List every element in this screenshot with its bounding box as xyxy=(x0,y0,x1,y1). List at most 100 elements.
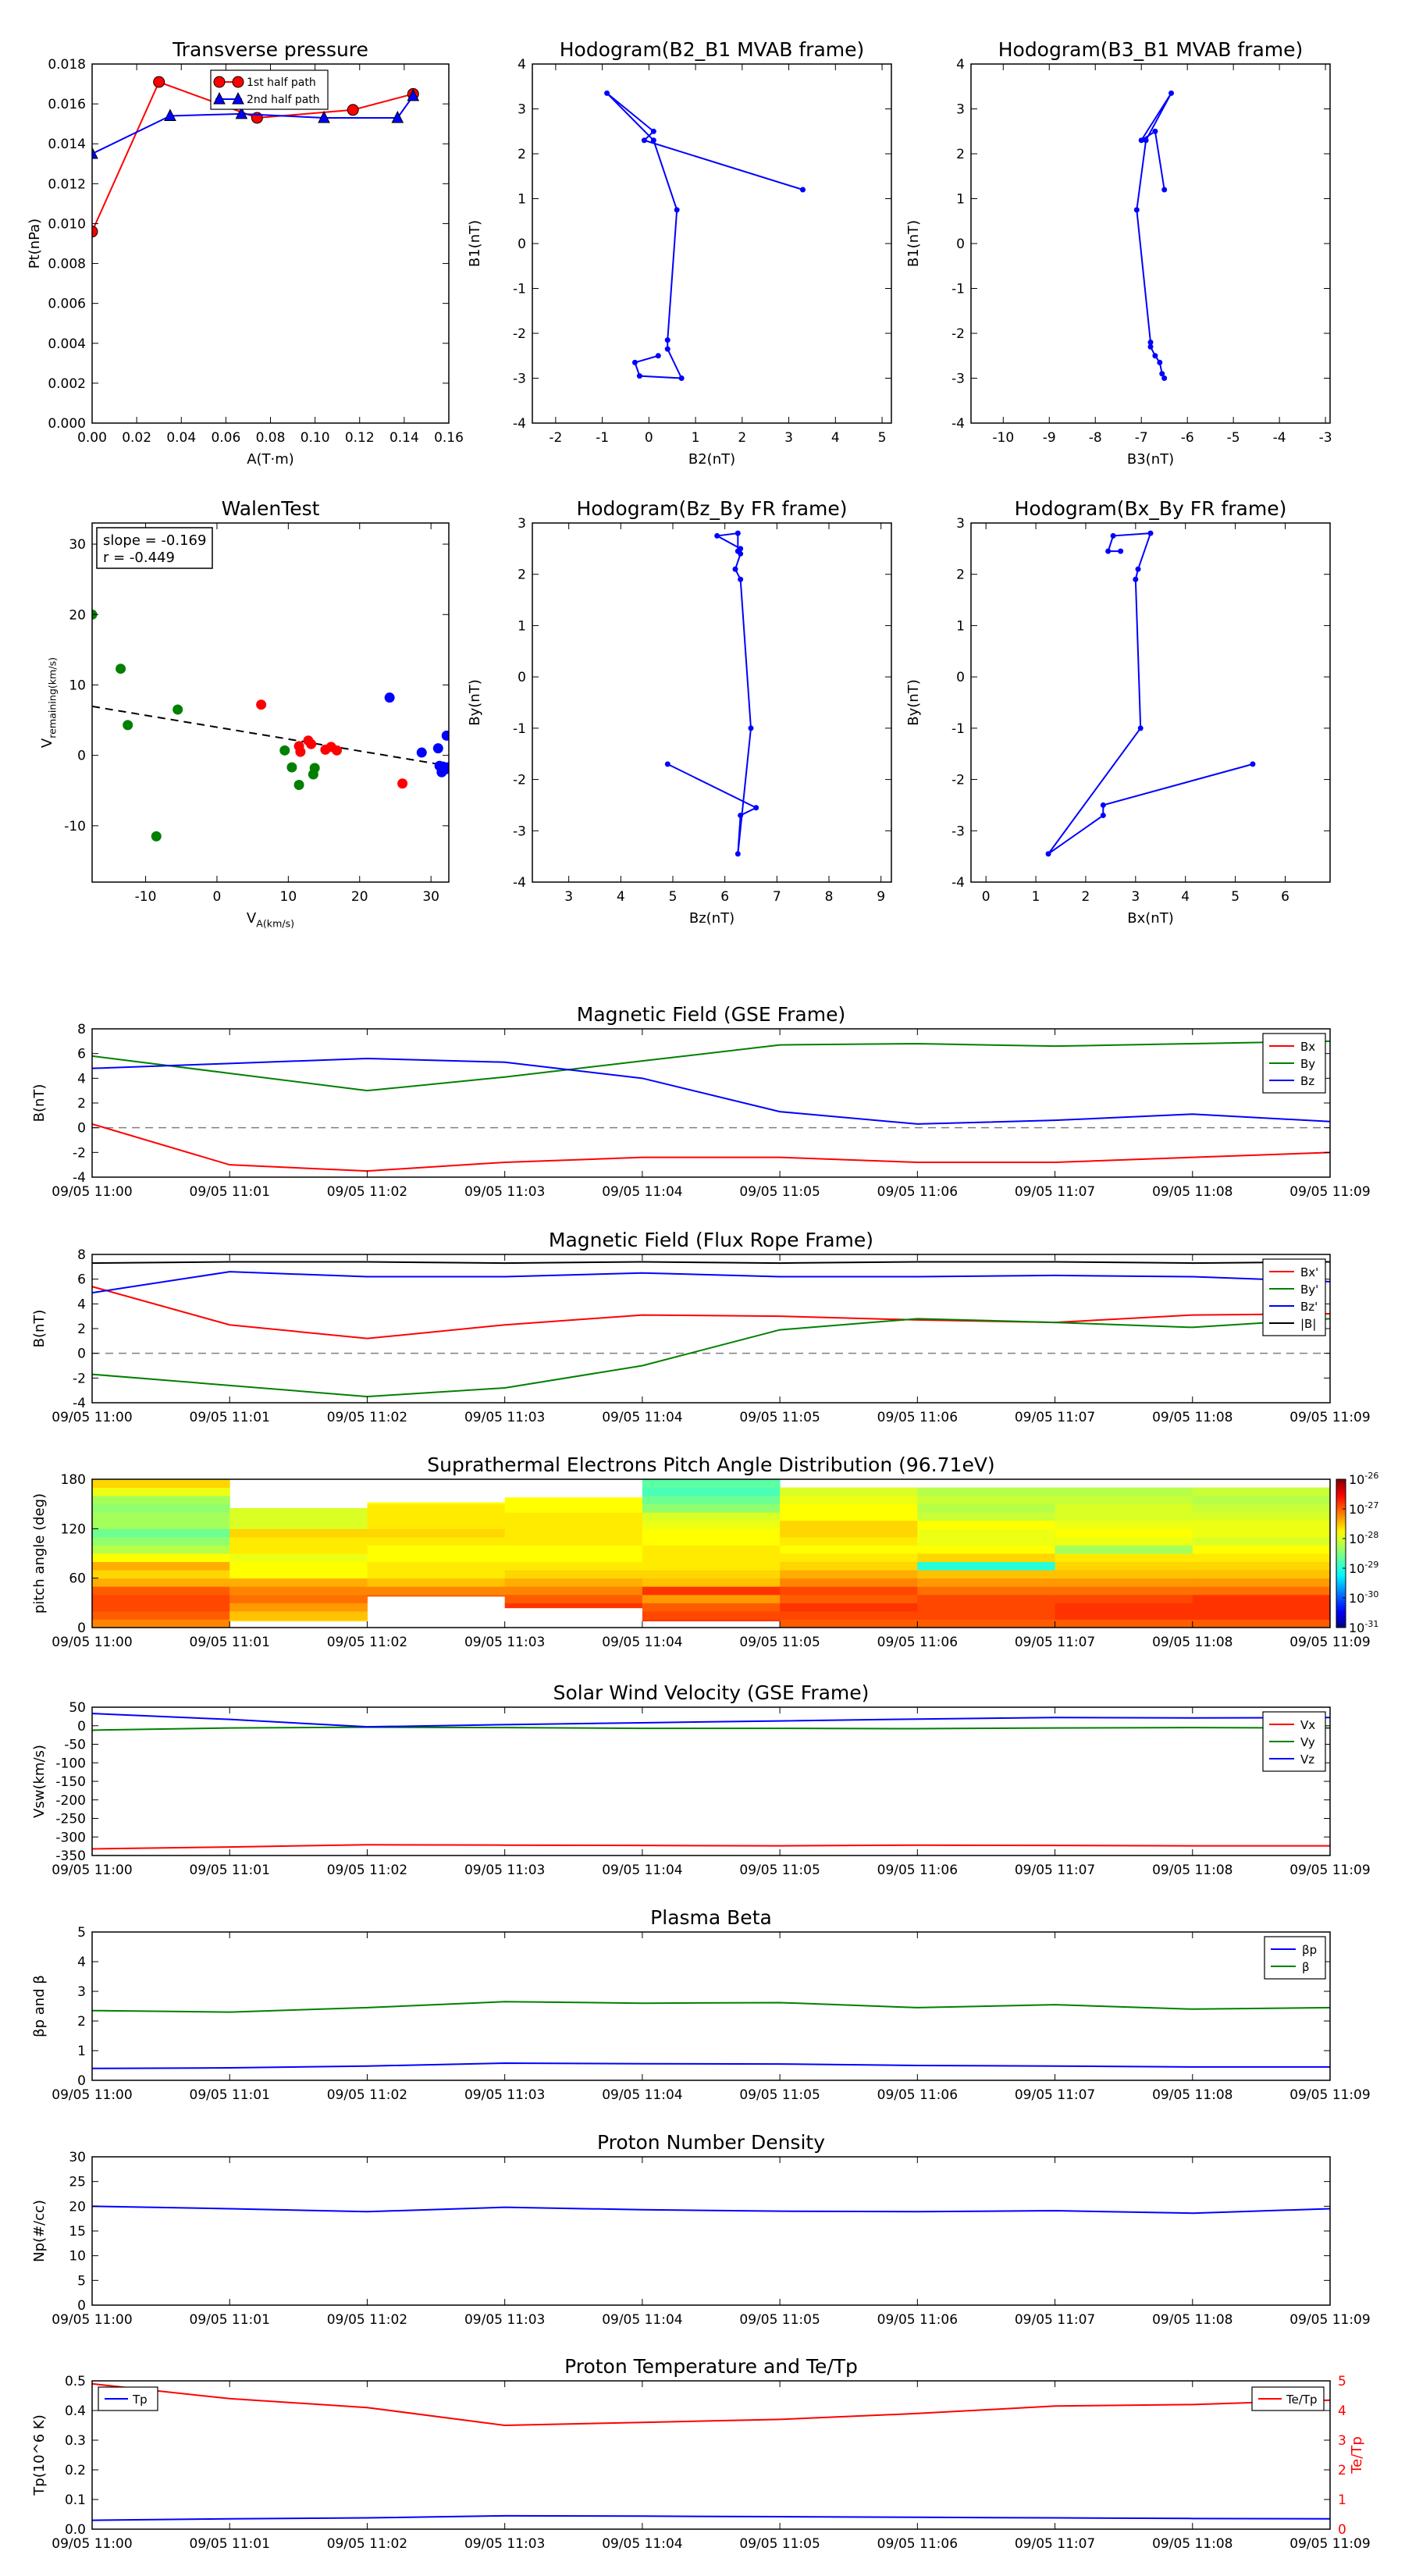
y-axis-label: By(nT) xyxy=(905,679,922,725)
y-tick-label: 0.004 xyxy=(48,336,86,352)
y-tick-label: -100 xyxy=(55,1756,86,1771)
y-tick-label: -2 xyxy=(73,1145,86,1161)
y-tick-label: 1 xyxy=(956,618,965,634)
y-tick-label: 0 xyxy=(77,2073,86,2089)
heatmap-cell xyxy=(780,1603,918,1612)
chart-title: WalenTest xyxy=(222,497,320,520)
x-tick-label: 09/05 11:08 xyxy=(1152,2087,1232,2103)
series-line-1 xyxy=(92,1318,1330,1398)
heatmap-cell xyxy=(780,1578,918,1587)
y-tick-label: 0 xyxy=(77,1621,86,1636)
x-tick-label: 09/05 11:09 xyxy=(1289,2312,1370,2328)
data-point xyxy=(173,704,183,715)
series-line-1 xyxy=(92,95,414,155)
x-tick-label: 09/05 11:03 xyxy=(464,2312,545,2328)
y-tick-label: 1 xyxy=(518,618,526,634)
heatmap-cell xyxy=(642,1561,781,1571)
x-tick-label: 09/05 11:00 xyxy=(52,2536,132,2552)
x-tick-label: 6 xyxy=(1281,889,1289,905)
x-tick-label: 09/05 11:02 xyxy=(327,2087,407,2103)
x-tick-label: 0 xyxy=(645,430,653,446)
heatmap-cell xyxy=(917,1594,1056,1603)
data-point xyxy=(1135,566,1141,572)
data-point xyxy=(714,532,720,539)
y-tick-label: 15 xyxy=(69,2224,86,2240)
data-point xyxy=(397,778,408,789)
y-tick-label: 5 xyxy=(77,2273,86,2289)
heatmap-cell xyxy=(504,1561,643,1571)
y-tick-label: 180 xyxy=(61,1472,86,1488)
data-point xyxy=(443,762,449,773)
heatmap-cell xyxy=(780,1528,918,1538)
heatmap-cell xyxy=(780,1520,918,1529)
y-axis-label: Vsw(km/s) xyxy=(31,1745,48,1818)
data-point xyxy=(235,106,248,119)
y-tick-label: 4 xyxy=(518,57,526,73)
heatmap-cell xyxy=(1192,1545,1331,1554)
heatmap-cell xyxy=(92,1545,230,1554)
data-point xyxy=(1147,530,1154,536)
x-tick-label: 2 xyxy=(738,430,746,446)
heatmap-cell xyxy=(780,1561,918,1571)
heatmap-cell xyxy=(367,1578,506,1587)
x-axis-label: Bx(nT) xyxy=(1127,910,1173,927)
y-tick-label: -4 xyxy=(513,875,526,891)
heatmap-cell xyxy=(1055,1536,1193,1546)
heatmap-cell xyxy=(917,1610,1056,1620)
legend-label-: β xyxy=(1302,1960,1310,1974)
y-tick-label: -2 xyxy=(951,326,965,342)
plot-frame xyxy=(970,63,1331,424)
x-tick-label: 0.04 xyxy=(166,430,196,446)
x-tick-label: 09/05 11:07 xyxy=(1015,2087,1095,2103)
heatmap-cell xyxy=(1055,1561,1193,1571)
y-tick-label: 4 xyxy=(77,1071,86,1087)
heatmap-cell xyxy=(367,1503,506,1513)
heatmap-cell xyxy=(642,1610,781,1620)
plot-area xyxy=(604,90,806,381)
y-axis-label: Vremaining(km/s) xyxy=(39,657,58,748)
y-tick-label: 0 xyxy=(518,237,526,252)
y-axis-label: B(nT) xyxy=(31,1310,48,1348)
heatmap-cell xyxy=(1055,1496,1193,1505)
heatmap-cell xyxy=(780,1586,918,1596)
x-tick-label: 1 xyxy=(692,430,700,446)
x-tick-label: 09/05 11:02 xyxy=(327,1410,407,1425)
data-point xyxy=(1152,353,1158,359)
heatmap-cell xyxy=(229,1512,368,1521)
data-point xyxy=(1143,137,1149,144)
y-tick-label: -4 xyxy=(951,875,965,891)
heatmap-cell xyxy=(1192,1586,1331,1596)
colorbar xyxy=(1336,1478,1346,1628)
x-tick-label: 0.16 xyxy=(434,430,464,446)
data-point xyxy=(1045,851,1051,857)
heatmap-cell xyxy=(1055,1594,1193,1603)
x-tick-label: 09/05 11:01 xyxy=(190,2087,270,2103)
heatmap-cell xyxy=(642,1619,781,1622)
x-tick-label: 0.12 xyxy=(345,430,375,446)
plot-area xyxy=(92,2205,1330,2215)
data-point xyxy=(1250,761,1256,767)
heatmap-cell xyxy=(917,1545,1056,1554)
x-tick-label: 4 xyxy=(1181,889,1190,905)
heatmap-cell xyxy=(642,1496,781,1505)
heatmap-cell xyxy=(92,1610,230,1620)
y-tick-label: -1 xyxy=(513,721,526,737)
y2-tick-label: 0 xyxy=(1338,2522,1346,2538)
y-tick-label: 30 xyxy=(69,537,86,553)
y-tick-label: 2 xyxy=(77,1096,86,1112)
x-tick-label: -3 xyxy=(1319,430,1332,446)
x-tick-label: 09/05 11:07 xyxy=(1015,1863,1095,1878)
heatmap-cell xyxy=(92,1603,230,1612)
heatmap-cell xyxy=(229,1536,368,1546)
data-point xyxy=(123,720,133,731)
x-tick-label: 30 xyxy=(422,889,439,905)
y2-axis-label: Te/Tp xyxy=(1349,2436,1365,2475)
plot-area xyxy=(92,1040,1330,1172)
heatmap-cell xyxy=(917,1528,1056,1538)
x-tick-label: 09/05 11:06 xyxy=(877,2536,958,2552)
series-line-1 xyxy=(92,1726,1330,1731)
x-tick-label: 09/05 11:08 xyxy=(1152,1184,1232,1200)
heatmap-cell xyxy=(642,1570,781,1579)
x-tick-label: -7 xyxy=(1135,430,1148,446)
heatmap-cell xyxy=(780,1619,918,1628)
